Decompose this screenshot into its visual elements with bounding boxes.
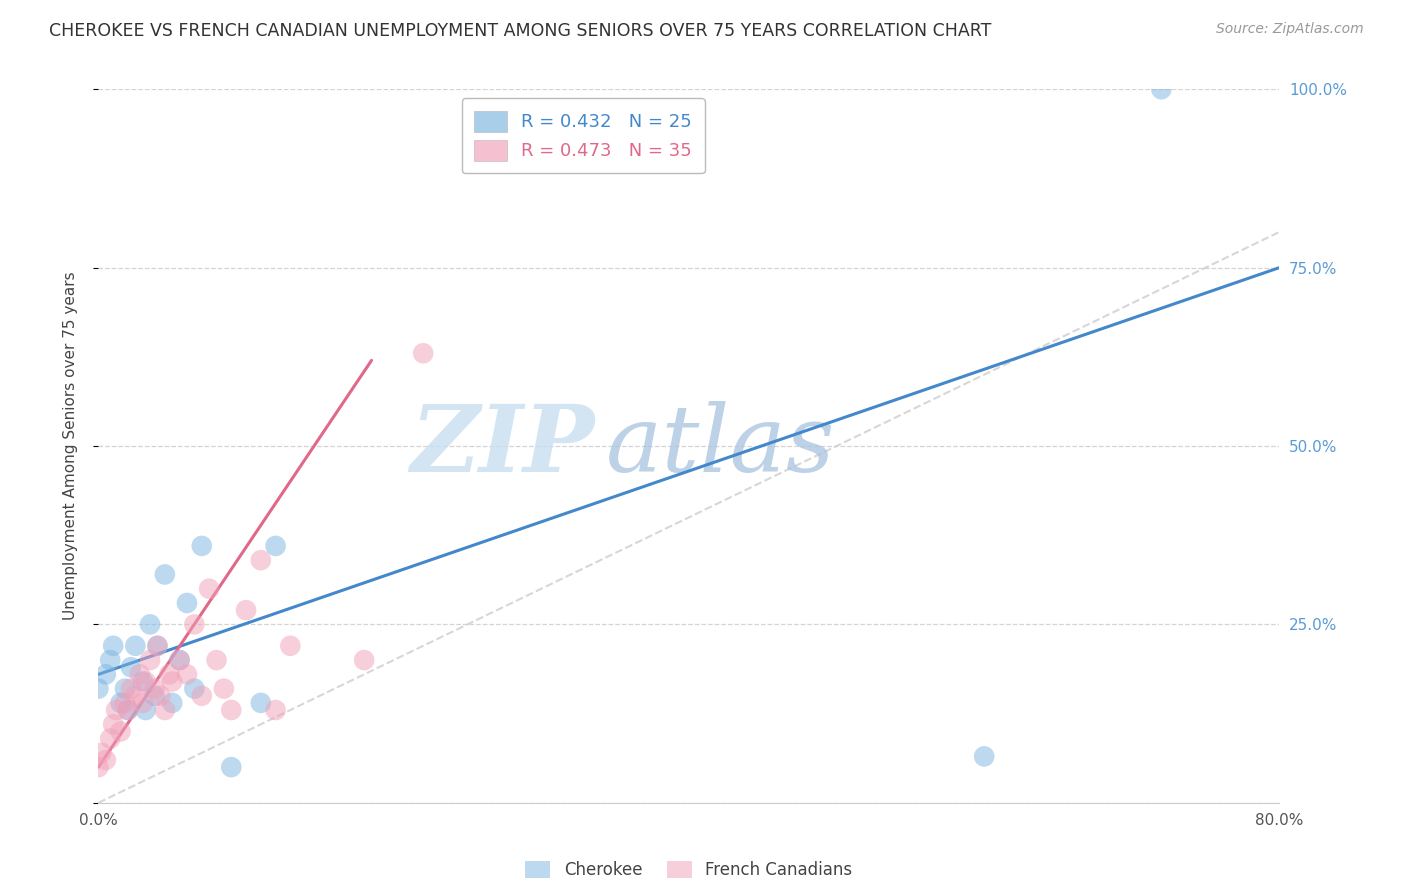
- Point: [120, 681, 142, 696]
- Text: ZIP: ZIP: [411, 401, 595, 491]
- Point: [176, 596, 198, 610]
- Point: [105, 703, 128, 717]
- Point: [353, 653, 375, 667]
- Point: [169, 653, 191, 667]
- Point: [157, 667, 180, 681]
- Point: [146, 639, 169, 653]
- Point: [117, 703, 139, 717]
- Point: [412, 346, 434, 360]
- Point: [110, 724, 132, 739]
- Point: [219, 703, 242, 717]
- Point: [250, 553, 273, 567]
- Point: [90, 746, 112, 760]
- Point: [198, 582, 221, 596]
- Text: CHEROKEE VS FRENCH CANADIAN UNEMPLOYMENT AMONG SENIORS OVER 75 YEARS CORRELATION: CHEROKEE VS FRENCH CANADIAN UNEMPLOYMENT…: [49, 22, 991, 40]
- Point: [139, 653, 162, 667]
- Point: [146, 639, 169, 653]
- Point: [128, 667, 150, 681]
- Point: [169, 653, 191, 667]
- Point: [110, 696, 132, 710]
- Point: [94, 667, 117, 681]
- Point: [183, 681, 205, 696]
- Point: [176, 667, 198, 681]
- Point: [205, 653, 228, 667]
- Point: [212, 681, 235, 696]
- Point: [135, 674, 157, 689]
- Point: [264, 539, 287, 553]
- Point: [191, 539, 214, 553]
- Point: [94, 753, 117, 767]
- Point: [98, 731, 121, 746]
- Point: [87, 760, 110, 774]
- Legend: Cherokee, French Canadians: Cherokee, French Canadians: [517, 853, 860, 888]
- Point: [103, 639, 125, 653]
- Point: [1150, 82, 1173, 96]
- Point: [135, 703, 157, 717]
- Y-axis label: Unemployment Among Seniors over 75 years: Unemployment Among Seniors over 75 years: [63, 272, 77, 620]
- Point: [117, 703, 139, 717]
- Point: [114, 696, 136, 710]
- Point: [143, 689, 166, 703]
- Point: [124, 689, 146, 703]
- Point: [98, 653, 121, 667]
- Point: [143, 681, 166, 696]
- Point: [132, 674, 155, 689]
- Point: [132, 696, 155, 710]
- Point: [235, 603, 257, 617]
- Point: [149, 689, 172, 703]
- Point: [124, 639, 146, 653]
- Text: Source: ZipAtlas.com: Source: ZipAtlas.com: [1216, 22, 1364, 37]
- Point: [153, 567, 176, 582]
- Point: [153, 703, 176, 717]
- Point: [278, 639, 302, 653]
- Point: [183, 617, 205, 632]
- Point: [139, 617, 162, 632]
- Point: [191, 689, 214, 703]
- Point: [103, 717, 125, 731]
- Text: atlas: atlas: [606, 401, 835, 491]
- Point: [114, 681, 136, 696]
- Point: [162, 696, 183, 710]
- Point: [162, 674, 183, 689]
- Point: [973, 749, 995, 764]
- Point: [264, 703, 287, 717]
- Point: [219, 760, 242, 774]
- Point: [250, 696, 273, 710]
- Point: [87, 681, 110, 696]
- Point: [120, 660, 142, 674]
